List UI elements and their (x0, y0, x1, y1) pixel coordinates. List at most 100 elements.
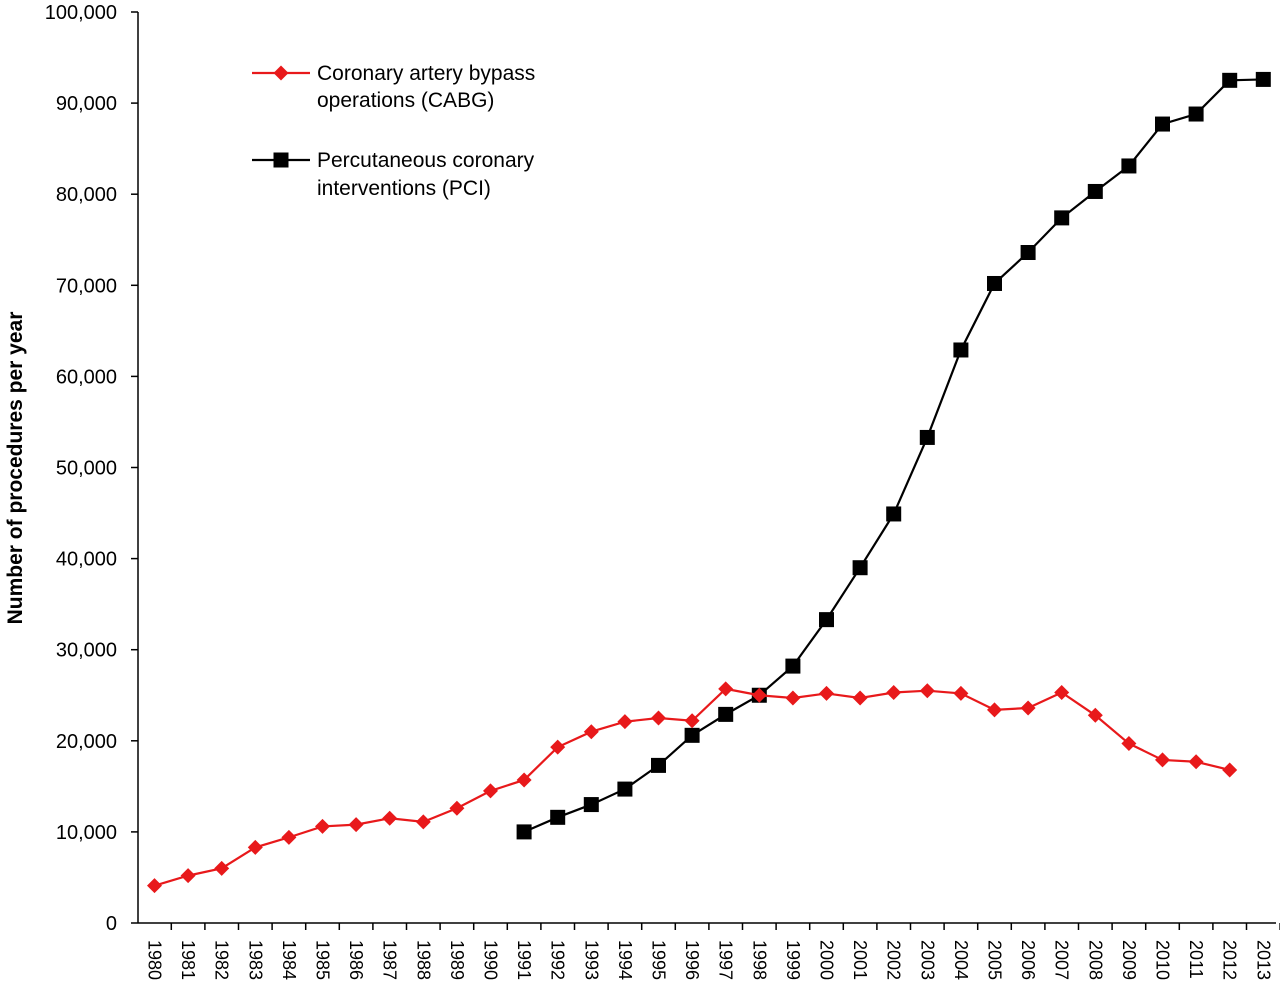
y-tick-label: 70,000 (56, 275, 117, 297)
x-tick-label: 2001 (850, 940, 870, 980)
x-tick-label: 2004 (951, 940, 971, 980)
data-point-pci (785, 658, 801, 674)
x-tick-label: 1993 (581, 940, 601, 980)
data-point-cabg (281, 829, 297, 845)
legend-label-cabg: Coronary artery bypass (317, 62, 535, 85)
data-point-cabg (147, 878, 162, 894)
data-point-pci (583, 797, 599, 813)
y-tick-label: 20,000 (56, 731, 117, 753)
data-point-cabg (852, 690, 868, 706)
data-point-cabg (214, 860, 230, 876)
data-point-pci (1054, 210, 1070, 226)
x-tick-label: 1994 (615, 940, 635, 980)
data-point-pci (886, 506, 902, 522)
data-point-cabg (651, 710, 666, 726)
x-tick-label: 1983 (245, 940, 265, 980)
x-axis-ticks: 1980 1981 1982 1983 1984 1985 1986 1987 1988 1989… (145, 923, 1280, 980)
x-tick-label: 2006 (1018, 940, 1038, 980)
y-axis-label: Number of procedures per year (4, 312, 27, 625)
data-point-pci (718, 706, 734, 722)
x-tick-label: 1987 (380, 940, 400, 980)
x-tick-label: 1990 (481, 940, 501, 980)
data-point-cabg (1188, 754, 1204, 770)
y-tick-label: 10,000 (56, 822, 117, 844)
data-point-pci (819, 612, 834, 628)
legend-entry-cabg: Coronary artery bypass operations (CABG) (252, 62, 535, 112)
data-point-cabg (348, 817, 364, 833)
data-point-cabg (483, 783, 498, 799)
data-point-cabg (919, 683, 935, 699)
data-point-cabg (516, 772, 532, 788)
data-point-pci (852, 560, 868, 576)
y-tick-label: 80,000 (56, 184, 117, 206)
data-point-cabg (1121, 736, 1137, 752)
series-layer (147, 71, 1271, 894)
x-tick-label: 1984 (279, 940, 299, 980)
x-tick-label: 2008 (1085, 940, 1105, 980)
series-cabg (147, 681, 1238, 894)
legend-marker-pci (273, 152, 289, 168)
data-point-pci (651, 757, 666, 773)
data-point-pci (550, 809, 566, 825)
data-point-pci (617, 781, 633, 797)
data-point-cabg (1054, 685, 1070, 701)
x-tick-label: 2011 (1186, 940, 1206, 979)
x-tick-label: 1980 (145, 940, 165, 980)
x-tick-label: 1997 (716, 940, 736, 980)
data-point-cabg (751, 687, 767, 703)
x-tick-label: 1999 (783, 940, 803, 980)
x-tick-label: 2012 (1220, 940, 1240, 980)
y-tick-label: 0 (106, 913, 117, 935)
data-point-cabg (415, 814, 431, 830)
data-point-cabg (987, 702, 1002, 718)
data-point-cabg (1222, 762, 1238, 778)
data-point-cabg (953, 685, 969, 701)
x-tick-label: 1982 (212, 940, 232, 980)
data-point-pci (953, 342, 969, 358)
x-tick-label: 2009 (1119, 940, 1139, 980)
y-tick-label: 50,000 (56, 458, 117, 480)
data-point-cabg (1155, 752, 1170, 768)
x-tick-label: 2002 (884, 940, 904, 980)
data-point-pci (1121, 158, 1137, 174)
data-point-cabg (315, 818, 330, 834)
data-point-cabg (550, 739, 566, 755)
x-tick-label: 1985 (313, 940, 333, 980)
legend-marker-cabg (273, 65, 289, 81)
data-point-pci (1155, 116, 1170, 132)
legend: Coronary artery bypass operations (CABG) P… (252, 62, 535, 200)
x-tick-label: 1989 (447, 940, 467, 980)
x-tick-label: 1988 (413, 940, 433, 980)
x-tick-label: 1991 (514, 940, 534, 980)
x-tick-label: 1981 (178, 940, 198, 980)
x-tick-label: 2013 (1253, 940, 1273, 980)
y-axis-ticks: 0 10,000 20,000 30,000 40,000 50,000 60,000 70,… (45, 2, 138, 935)
x-tick-label: 1992 (548, 940, 568, 980)
data-point-pci (1188, 106, 1204, 122)
data-point-cabg (1020, 700, 1036, 716)
y-tick-label: 100,000 (45, 2, 117, 24)
y-tick-label: 60,000 (56, 366, 117, 388)
data-point-cabg (886, 685, 902, 701)
y-tick-label: 90,000 (56, 93, 117, 115)
data-point-pci (1087, 183, 1103, 199)
x-tick-label: 1995 (649, 940, 669, 980)
data-point-pci (1020, 245, 1036, 261)
data-point-cabg (583, 724, 599, 740)
data-point-pci (919, 429, 935, 445)
legend-label-cabg: operations (CABG) (317, 89, 494, 112)
x-tick-label: 2007 (1052, 940, 1072, 980)
data-point-cabg (684, 713, 700, 729)
data-point-pci (516, 824, 532, 840)
x-tick-label: 2000 (817, 940, 837, 980)
data-point-cabg (382, 810, 398, 826)
data-point-pci (684, 727, 700, 743)
x-tick-label: 2003 (917, 940, 937, 980)
legend-label-pci: Percutaneous coronary (317, 149, 535, 172)
series-line-pci (523, 78, 1264, 833)
data-point-cabg (247, 839, 263, 855)
data-point-pci (1255, 71, 1271, 87)
data-point-cabg (180, 868, 196, 884)
x-tick-label: 2010 (1153, 940, 1173, 980)
data-point-pci (987, 275, 1002, 291)
